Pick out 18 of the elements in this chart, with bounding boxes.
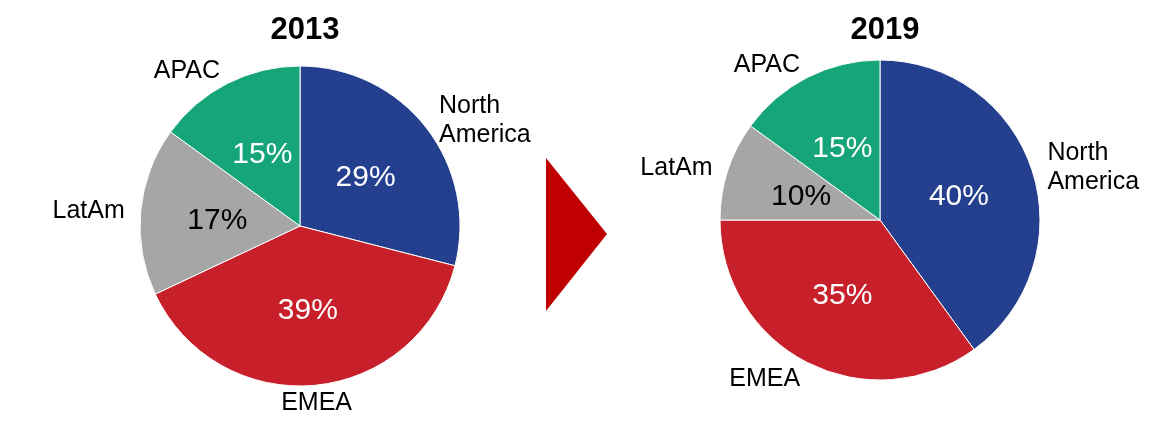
slice-label: APAC <box>733 49 801 78</box>
data-label: 40% <box>928 177 989 211</box>
slice-label: LatAm <box>640 151 713 180</box>
chart-title: 2019 <box>850 11 920 46</box>
data-label: 17% <box>187 201 248 235</box>
slice-label: APAC <box>153 55 221 84</box>
data-label: 10% <box>771 177 832 211</box>
slice-label: North America <box>439 89 531 147</box>
data-label: 39% <box>277 292 338 326</box>
slice-label: EMEA <box>281 387 353 416</box>
slice-label: North America <box>1047 137 1140 195</box>
data-label: 29% <box>335 158 396 192</box>
data-label: 15% <box>812 129 873 163</box>
data-label: 35% <box>812 277 873 311</box>
slice-label: EMEA <box>729 362 801 391</box>
slice-label: LatAm <box>52 195 125 224</box>
chart-title: 2013 <box>270 11 340 46</box>
data-label: 15% <box>232 135 293 169</box>
